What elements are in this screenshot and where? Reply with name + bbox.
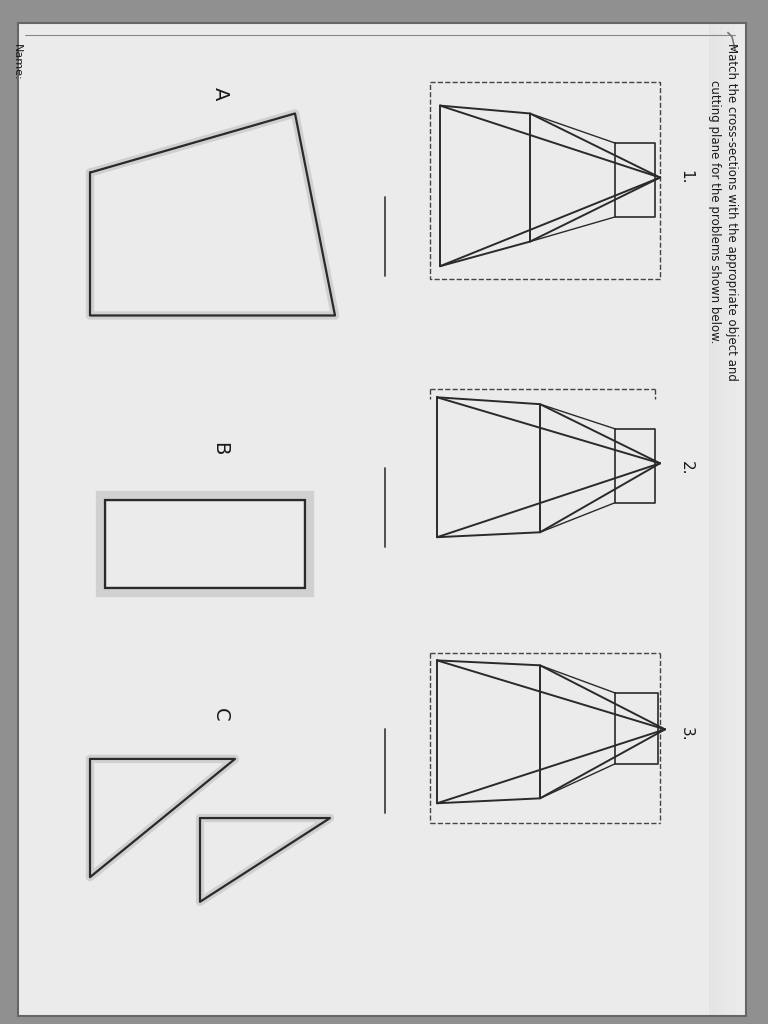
Bar bbox=[738, 23, 739, 1016]
Bar bbox=[734, 23, 735, 1016]
Bar bbox=[737, 23, 738, 1016]
Bar bbox=[717, 23, 718, 1016]
Bar bbox=[728, 23, 729, 1016]
Bar bbox=[710, 23, 711, 1016]
Text: Name:: Name: bbox=[12, 44, 22, 81]
Text: C: C bbox=[210, 708, 230, 721]
Bar bbox=[725, 23, 726, 1016]
Text: B: B bbox=[210, 441, 230, 456]
Bar bbox=[726, 23, 727, 1016]
Bar bbox=[724, 23, 725, 1016]
Bar bbox=[732, 23, 733, 1016]
Bar bbox=[730, 23, 731, 1016]
Bar bbox=[713, 23, 714, 1016]
Bar bbox=[722, 23, 723, 1016]
Bar bbox=[733, 23, 734, 1016]
Bar bbox=[105, 500, 305, 589]
Text: 1.: 1. bbox=[678, 170, 694, 184]
Bar bbox=[735, 23, 736, 1016]
Text: A: A bbox=[210, 87, 230, 100]
Bar bbox=[721, 23, 722, 1016]
Bar bbox=[720, 23, 721, 1016]
Bar bbox=[718, 23, 719, 1016]
Bar bbox=[719, 23, 720, 1016]
Bar bbox=[729, 23, 730, 1016]
Bar bbox=[723, 23, 724, 1016]
Bar bbox=[716, 23, 717, 1016]
Bar bbox=[715, 23, 716, 1016]
Bar bbox=[430, 82, 660, 279]
Bar bbox=[105, 500, 305, 589]
Bar bbox=[712, 23, 713, 1016]
Bar bbox=[709, 23, 710, 1016]
Bar bbox=[100, 495, 310, 593]
Text: 3.: 3. bbox=[678, 727, 694, 741]
Bar bbox=[714, 23, 715, 1016]
Text: Match the cross-sections with the appropriate object and
cutting plane for the p: Match the cross-sections with the approp… bbox=[708, 43, 738, 381]
Bar bbox=[711, 23, 712, 1016]
Bar bbox=[731, 23, 732, 1016]
Bar bbox=[736, 23, 737, 1016]
Bar bbox=[727, 23, 728, 1016]
Text: 2.: 2. bbox=[678, 461, 694, 475]
